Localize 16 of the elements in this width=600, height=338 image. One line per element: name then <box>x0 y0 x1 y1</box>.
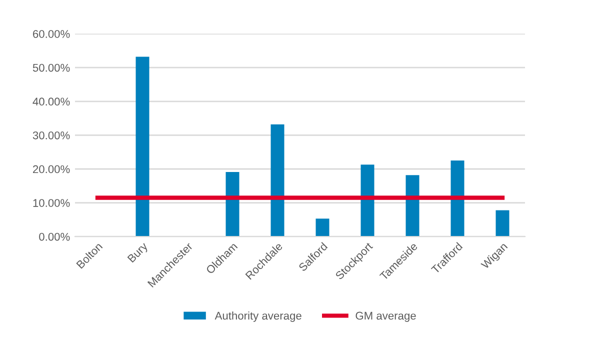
legend-label: Authority average <box>214 311 302 322</box>
bar <box>496 210 510 237</box>
y-tick-label: 40.00% <box>32 98 70 106</box>
legend-label: GM average <box>356 312 416 322</box>
y-tick-label: 0.00% <box>39 232 70 241</box>
bar <box>270 124 284 237</box>
bar <box>316 218 330 237</box>
bar <box>136 56 150 237</box>
bar <box>450 160 464 237</box>
bar <box>226 172 240 237</box>
y-tick-label: 50.00% <box>32 64 70 72</box>
y-tick-label: 20.00% <box>33 165 70 174</box>
y-tick-label: 30.00% <box>32 131 70 140</box>
y-tick-label: 60.00% <box>33 30 70 38</box>
bar <box>360 164 374 237</box>
y-tick-label: 10.00% <box>33 199 70 207</box>
